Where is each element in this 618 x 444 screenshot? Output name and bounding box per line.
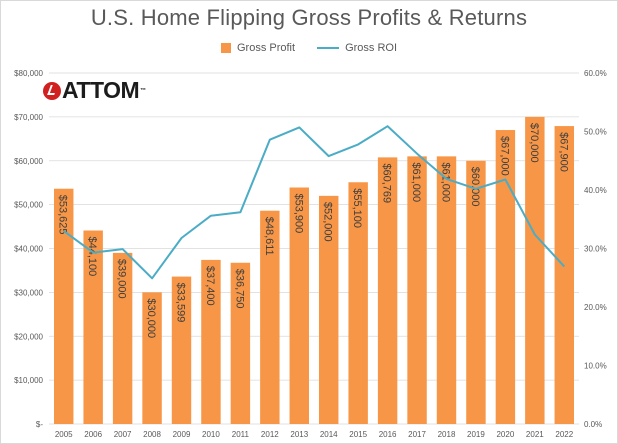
bar-data-label: $61,000 — [410, 162, 422, 202]
logo-trademark: ™ — [140, 87, 146, 94]
x-tick-label: 2012 — [261, 430, 279, 439]
bar-gross-profit — [495, 130, 516, 424]
x-tick-label: 2021 — [526, 430, 544, 439]
x-tick-label: 2017 — [408, 430, 426, 439]
x-tick-label: 2005 — [55, 430, 73, 439]
bar-gross-profit — [407, 156, 427, 425]
x-tick-label: 2019 — [467, 430, 485, 439]
x-tick-label: 2014 — [320, 430, 338, 439]
bar-gross-profit — [112, 252, 133, 424]
bar-gross-profit — [466, 160, 486, 424]
chart-title: U.S. Home Flipping Gross Profits & Retur… — [90, 5, 528, 30]
x-tick-label: 2013 — [290, 430, 308, 439]
bar-data-label: $30,000 — [145, 298, 157, 338]
bar-gross-profit — [83, 230, 103, 424]
bar-gross-profit — [525, 116, 545, 424]
bar-gross-profit — [54, 188, 74, 424]
y-right-tick-label: 50.0% — [584, 128, 607, 137]
bar-data-label: $70,000 — [528, 123, 540, 163]
bar-gross-profit — [319, 195, 339, 424]
bar-data-label: $33,599 — [175, 283, 187, 323]
x-tick-label: 2007 — [114, 430, 132, 439]
x-tick-label: 2010 — [202, 430, 220, 439]
bar-data-label: $36,750 — [233, 269, 245, 309]
bar-data-label: $55,100 — [351, 188, 363, 228]
x-tick-label: 2020 — [496, 430, 514, 439]
bar-data-label: $37,400 — [204, 266, 216, 306]
y-right-tick-label: 40.0% — [584, 186, 607, 195]
attom-logo: ATTOM ™ — [43, 77, 146, 104]
x-tick-label: 2022 — [555, 430, 573, 439]
y-left-tick-label: $50,000 — [14, 201, 43, 210]
y-left-tick-label: $20,000 — [14, 332, 43, 341]
bar-data-label: $53,625 — [57, 195, 69, 235]
bar-gross-profit — [348, 182, 368, 424]
bar-data-label: $53,900 — [292, 194, 304, 234]
bar-gross-profit — [436, 156, 457, 425]
attom-logo-icon — [43, 81, 61, 100]
bar-data-label: $48,611 — [263, 217, 275, 256]
legend-item-gross-profit: Gross Profit — [220, 42, 296, 54]
x-tick-label: 2016 — [379, 430, 397, 439]
y-left-tick-label: $- — [36, 420, 43, 429]
bar-data-label: $39,000 — [116, 259, 128, 299]
y-right-tick-label: 10.0% — [584, 362, 607, 371]
x-tick-label: 2018 — [438, 430, 456, 439]
y-left-tick-label: $30,000 — [14, 288, 43, 297]
bar-gross-profit — [201, 259, 221, 424]
bar-gross-profit — [554, 126, 574, 425]
x-tick-label: 2008 — [143, 430, 161, 439]
y-right-tick-label: 30.0% — [584, 245, 607, 254]
legend-item-gross-roi: Gross ROI — [317, 42, 397, 54]
legend-label-gross-profit: Gross Profit — [236, 42, 296, 54]
y-right-tick-label: 60.0% — [584, 69, 607, 78]
bar-gross-profit — [230, 262, 251, 424]
bar-gross-profit — [289, 187, 309, 424]
x-tick-label: 2009 — [173, 430, 191, 439]
legend-label-gross-roi: Gross ROI — [345, 42, 398, 54]
y-left-tick-label: $80,000 — [14, 69, 43, 78]
y-left-tick-label: $60,000 — [14, 157, 43, 166]
legend: Gross Profit Gross ROI — [1, 42, 617, 54]
bar-data-label: $60,769 — [381, 163, 393, 203]
logo-text: ATTOM — [62, 77, 140, 103]
bar-data-label: $52,000 — [322, 202, 334, 242]
bar-gross-profit — [377, 157, 398, 424]
y-left-tick-label: $40,000 — [14, 245, 43, 254]
bar-gross-profit — [142, 292, 162, 424]
bar-data-label: $61,000 — [440, 162, 452, 202]
x-tick-label: 2011 — [232, 430, 250, 439]
bar-data-label: $67,900 — [557, 132, 569, 172]
bar-data-label: $44,100 — [86, 237, 98, 277]
line-gross-roi — [63, 125, 566, 280]
y-right-tick-label: 0.0% — [584, 420, 602, 429]
bar-gross-profit — [171, 276, 192, 424]
bar-gross-profit — [260, 210, 280, 424]
y-right-tick-label: 20.0% — [584, 303, 607, 312]
x-tick-label: 2015 — [349, 430, 367, 439]
x-tick-label: 2006 — [84, 430, 102, 439]
bar-data-label: $60,000 — [469, 167, 481, 207]
y-left-tick-label: $70,000 — [14, 113, 43, 122]
y-left-tick-label: $10,000 — [14, 376, 43, 385]
legend-swatch-bar-icon — [220, 43, 231, 53]
legend-swatch-line-icon — [317, 47, 340, 49]
bar-data-label: $67,000 — [498, 136, 510, 176]
